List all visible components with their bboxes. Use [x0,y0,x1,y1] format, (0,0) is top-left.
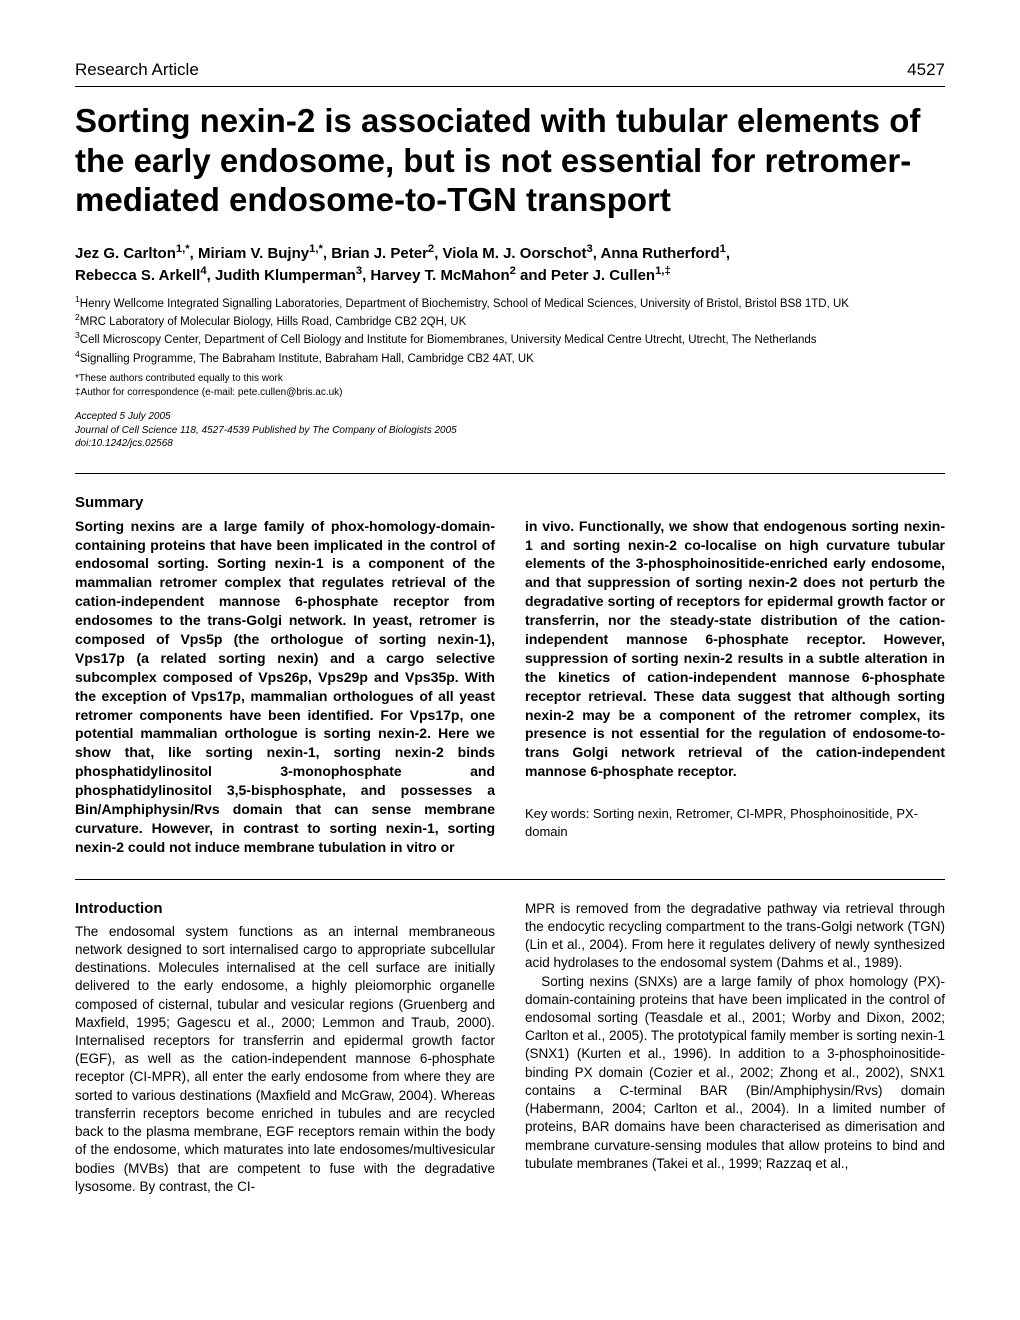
intro-heading: Introduction [75,900,495,917]
footnote-equal: *These authors contributed equally to th… [75,372,945,386]
intro-left: The endosomal system functions as an int… [75,923,495,1196]
intro-right-p1: MPR is removed from the degradative path… [525,900,945,973]
summary-right: in vivo. Functionally, we show that endo… [525,517,945,781]
divider-bottom [75,879,945,880]
summary-heading: Summary [75,494,945,511]
affiliation-1: 1Henry Wellcome Integrated Signalling La… [75,294,945,312]
affiliation-2: 2MRC Laboratory of Molecular Biology, Hi… [75,312,945,330]
authors-line-1: Jez G. Carlton1,*, Miriam V. Bujny1,*, B… [75,245,730,262]
affiliation-3: 3Cell Microscopy Center, Department of C… [75,330,945,348]
article-type: Research Article [75,60,199,80]
publication-info: Accepted 5 July 2005 Journal of Cell Sci… [75,410,945,451]
intro-columns: Introduction The endosomal system functi… [75,900,945,1196]
footnote-correspondence: ‡Author for correspondence (e-mail: pete… [75,386,945,400]
intro-right-p2: Sorting nexins (SNXs) are a large family… [525,973,945,1173]
divider-top [75,473,945,474]
author-footnotes: *These authors contributed equally to th… [75,372,945,400]
affiliation-4: 4Signalling Programme, The Babraham Inst… [75,349,945,367]
page-number: 4527 [907,60,945,80]
page-header: Research Article 4527 [75,60,945,87]
affiliations: 1Henry Wellcome Integrated Signalling La… [75,294,945,367]
journal-citation: Journal of Cell Science 118, 4527-4539 P… [75,424,945,438]
doi: doi:10.1242/jcs.02568 [75,437,945,451]
summary-columns: Sorting nexins are a large family of pho… [75,517,945,857]
authors-block: Jez G. Carlton1,*, Miriam V. Bujny1,*, B… [75,242,945,286]
paper-title: Sorting nexin-2 is associated with tubul… [75,101,945,220]
accepted-date: Accepted 5 July 2005 [75,410,945,424]
summary-left: Sorting nexins are a large family of pho… [75,517,495,857]
keywords: Key words: Sorting nexin, Retromer, CI-M… [525,805,945,840]
authors-line-2: Rebecca S. Arkell4, Judith Klumperman3, … [75,267,671,284]
